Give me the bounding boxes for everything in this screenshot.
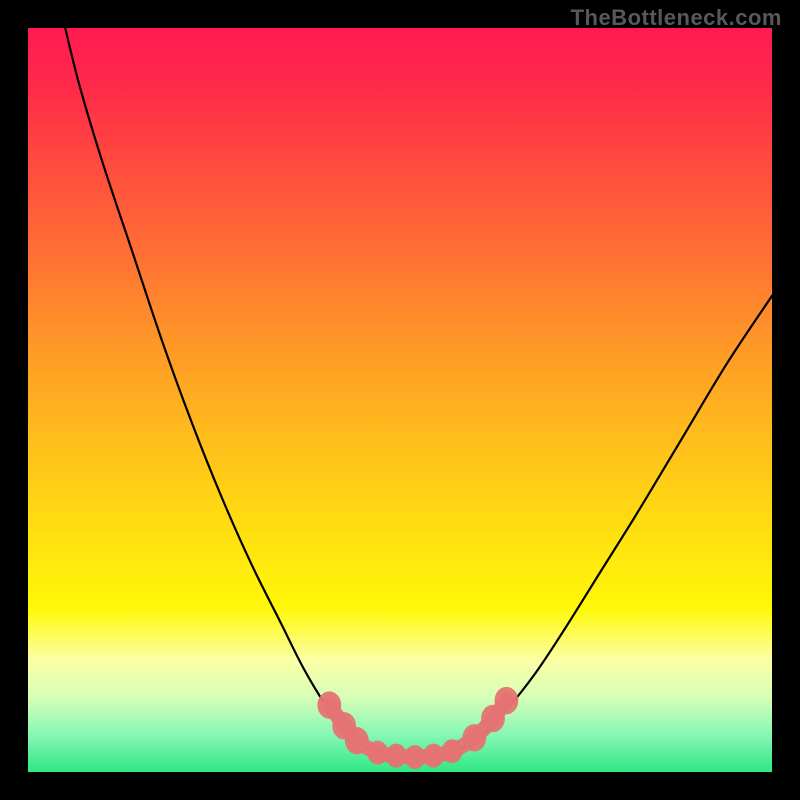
gradient-background [28, 28, 772, 772]
chart-svg [28, 28, 772, 772]
valley-bead [463, 724, 487, 751]
attribution-label: TheBottleneck.com [571, 5, 782, 31]
valley-bead [442, 739, 463, 763]
valley-bead [404, 745, 425, 769]
valley-bead [367, 741, 388, 765]
valley-bead [386, 744, 407, 768]
valley-bead [423, 744, 444, 768]
chart-frame: TheBottleneck.com [0, 0, 800, 800]
valley-bead [494, 687, 518, 714]
valley-bead [345, 727, 369, 754]
plot-area [28, 28, 772, 772]
